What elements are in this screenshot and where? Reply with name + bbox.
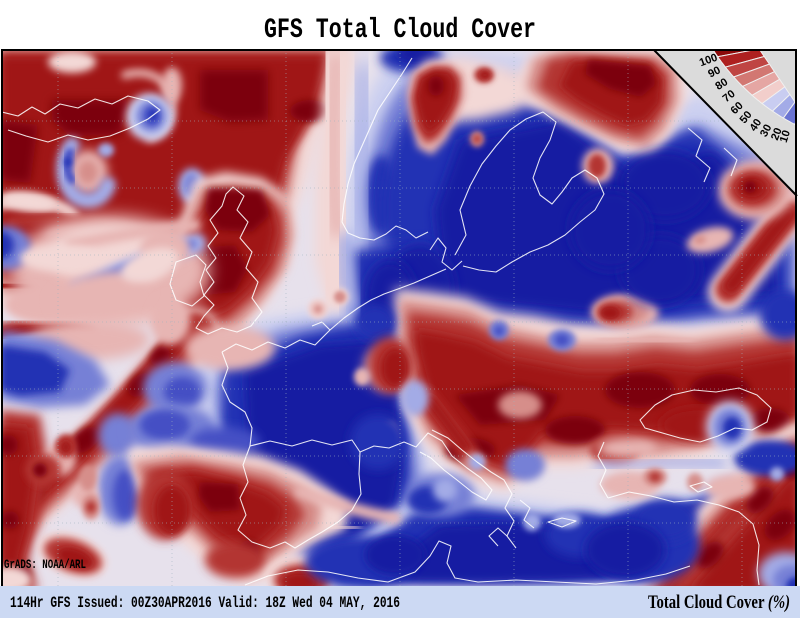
svg-text:20: 20 — [769, 126, 785, 142]
svg-text:40: 40 — [748, 117, 765, 134]
svg-text:100: 100 — [698, 52, 719, 70]
svg-text:90: 90 — [706, 64, 722, 80]
svg-text:GFS Total Cloud Cover: GFS Total Cloud Cover — [264, 15, 536, 46]
svg-text:114Hr GFS Issued: 00Z30APR2016: 114Hr GFS Issued: 00Z30APR2016 Valid: 18… — [10, 594, 400, 612]
svg-text:70: 70 — [721, 88, 738, 105]
svg-text:10: 10 — [778, 129, 793, 144]
svg-text:GrADS: NOAA/ARL: GrADS: NOAA/ARL — [4, 557, 86, 572]
svg-text:30: 30 — [758, 123, 774, 139]
svg-text:80: 80 — [713, 76, 730, 93]
svg-text:Total Cloud Cover (%): Total Cloud Cover (%) — [648, 592, 790, 613]
